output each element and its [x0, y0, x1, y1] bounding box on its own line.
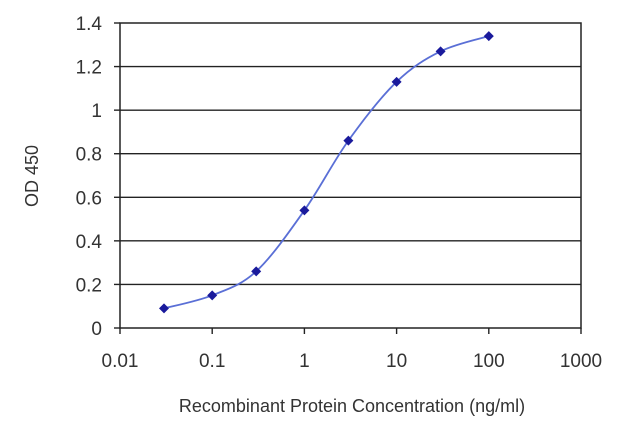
- grid-lines: [120, 65, 581, 286]
- y-tick-label: 0: [91, 319, 102, 340]
- y-tick-label: 1: [91, 101, 102, 122]
- y-tick-label: 1.2: [76, 58, 102, 79]
- series-curve: [163, 35, 490, 310]
- data-point-marker: [299, 205, 310, 216]
- y-tick-label: 0.8: [76, 145, 102, 166]
- data-point-marker: [435, 46, 446, 57]
- x-tick-label: 1000: [560, 351, 602, 372]
- data-point-marker: [251, 266, 262, 277]
- y-tick-label: 0.4: [76, 232, 103, 253]
- data-point-marker: [207, 290, 218, 301]
- y-tick-label: 0.2: [76, 275, 102, 296]
- data-point-marker: [391, 76, 402, 87]
- plot-area-frame: [119, 22, 582, 329]
- data-points: [158, 31, 494, 314]
- x-tick-label: 100: [473, 351, 505, 372]
- x-tick-label: 0.1: [199, 351, 225, 372]
- data-point-marker: [343, 135, 354, 146]
- x-tick-label: 1: [299, 351, 310, 372]
- y-tick-label: 0.6: [76, 188, 102, 209]
- x-axis-ticks: 0.01 0.1 1 10 100 1000: [102, 328, 602, 372]
- x-axis-title: Recombinant Protein Concentration (ng/ml…: [179, 396, 525, 416]
- y-axis-ticks: 0 0.2 0.4 0.6 0.8 1 1.2 1.4: [76, 14, 120, 340]
- x-tick-label: 10: [386, 351, 407, 372]
- data-point-marker: [483, 31, 494, 42]
- data-point-marker: [158, 303, 169, 314]
- y-axis-title: OD 450: [22, 145, 42, 207]
- x-tick-label: 0.01: [102, 351, 139, 372]
- y-tick-label: 1.4: [76, 14, 103, 35]
